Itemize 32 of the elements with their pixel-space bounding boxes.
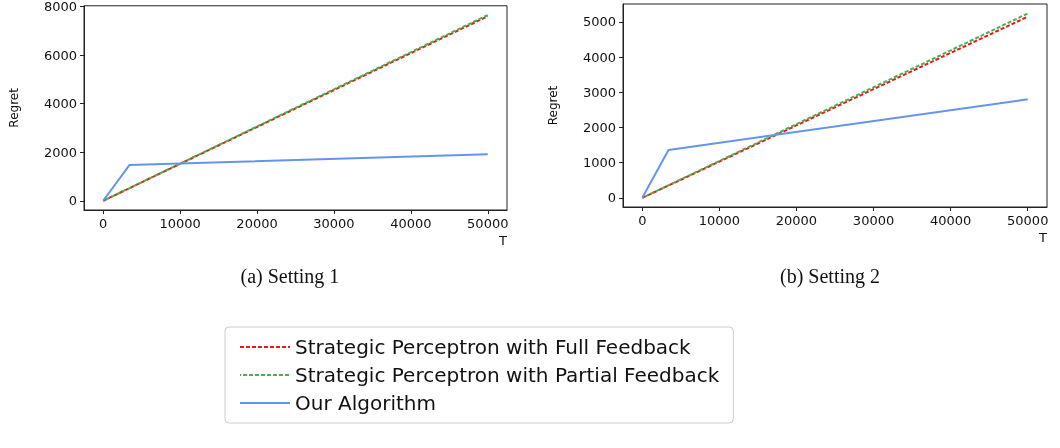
legend-label: Strategic Perceptron with Full Feedback — [295, 335, 692, 359]
legend-label: Our Algorithm — [295, 391, 436, 415]
y-axis-title: Regret — [7, 87, 21, 128]
x-tick-label: 0 — [638, 213, 647, 228]
x-tick-label: 30000 — [313, 216, 355, 231]
x-tick-label: 40000 — [390, 216, 432, 231]
text: (a) Setting 1 — [240, 265, 340, 288]
text: (b) Setting 2 — [780, 265, 880, 288]
y-tick-label: 1000 — [582, 155, 616, 171]
x-tick-label: 0 — [99, 216, 108, 231]
y-tick-label: 3000 — [582, 84, 616, 100]
x-tick-label: 40000 — [929, 213, 972, 228]
y-tick-label: 8000 — [43, 0, 77, 14]
x-tick-label: 30000 — [852, 213, 895, 228]
y-tick-label: 2000 — [43, 144, 77, 160]
y-tick-label: 0 — [68, 193, 77, 209]
y-tick-label: 4000 — [43, 96, 77, 112]
y-tick-label: 2000 — [582, 119, 616, 135]
y-tick-label: 6000 — [43, 47, 77, 63]
y-axis-title: Regret — [546, 85, 560, 126]
y-tick-label: 4000 — [582, 49, 616, 65]
legend-label: Strategic Perceptron with Partial Feedback — [295, 363, 720, 387]
x-tick-label: 50000 — [467, 216, 509, 231]
x-axis-title: T — [1038, 230, 1048, 245]
x-tick-label: 10000 — [159, 216, 201, 231]
x-tick-label: 10000 — [698, 213, 741, 228]
x-tick-label: 20000 — [236, 216, 278, 231]
y-tick-label: 0 — [607, 190, 616, 206]
x-axis-title: T — [498, 233, 508, 248]
x-tick-label: 50000 — [1007, 213, 1049, 228]
x-tick-label: 20000 — [775, 213, 818, 228]
y-tick-label: 5000 — [582, 14, 616, 30]
